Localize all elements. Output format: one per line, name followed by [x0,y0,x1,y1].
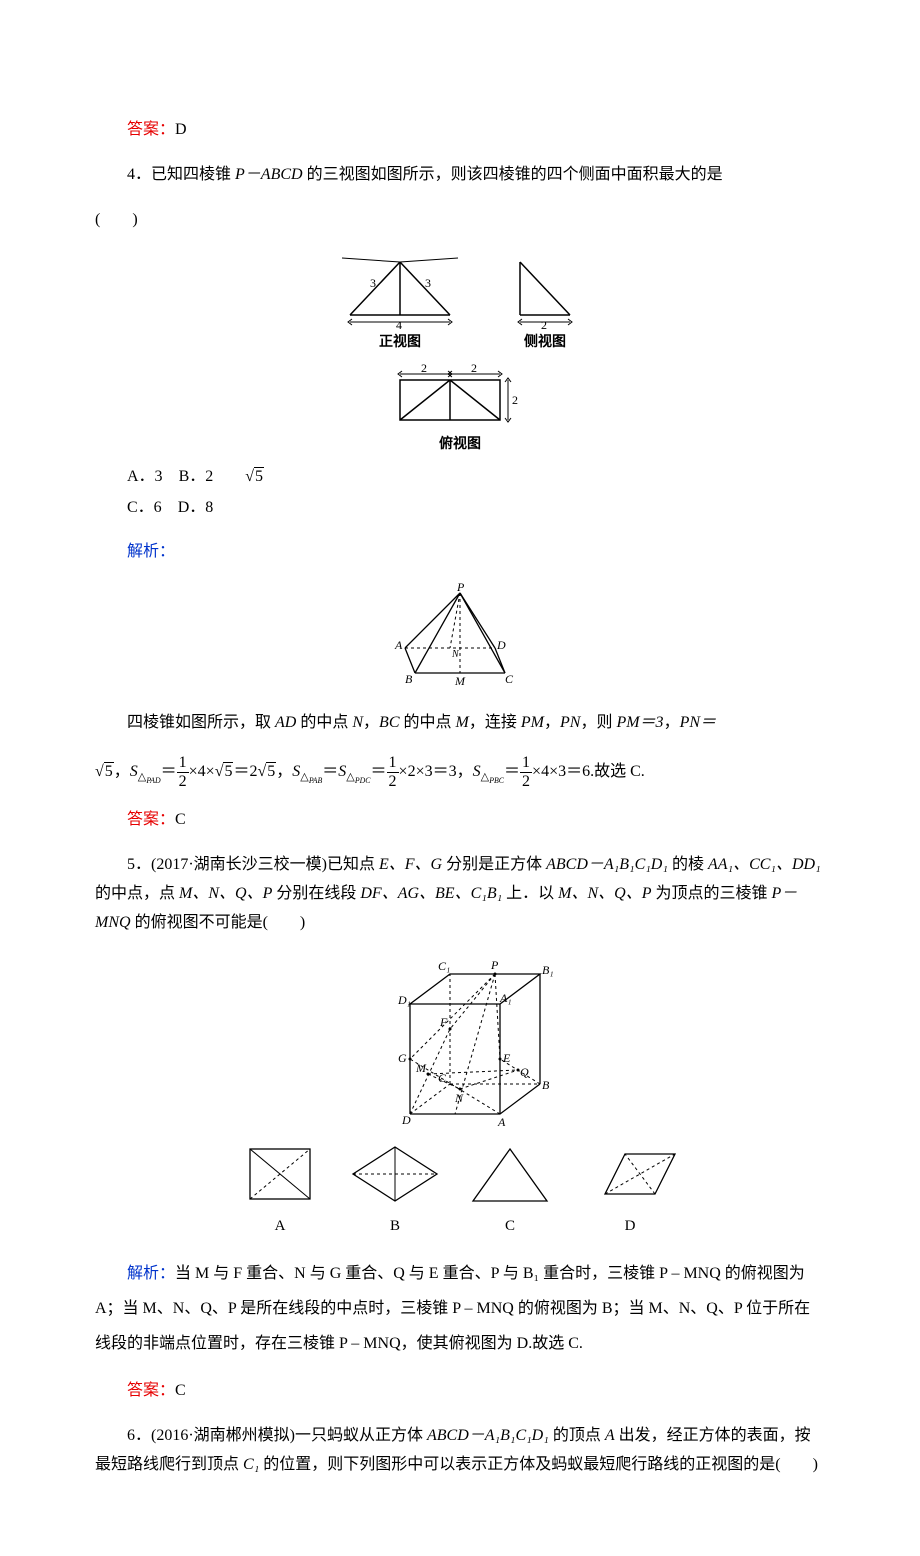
q4-stem-prefix: 4．已知四棱锥 [127,166,235,183]
q5-choice-D: D [575,1139,685,1240]
page: 答案：D 4．已知四棱锥 P－ABCD 的三视图如图所示，则该四棱锥的四个侧面中… [0,0,920,1556]
pyramid-svg: P A D B C M N [375,583,545,693]
q5-choice-C: C [465,1139,555,1240]
answer-label: 答案： [127,121,175,138]
q4-solid: P－ABCD [235,166,303,183]
q4-paren-text: ( ) [95,211,138,228]
svg-text:G: G [398,1051,407,1065]
choice-C-svg [465,1139,555,1209]
svg-text:C₁: C₁ [438,959,450,973]
choice-label: C [505,1213,515,1240]
front-view-label: 正视图 [379,330,421,355]
q4-opt-B: B．2 [179,468,214,485]
q4-formula: 5，S△PAD＝12×4×5＝25，S△PAB＝S△PDC＝12×2×3＝3，S… [95,754,825,790]
choice-D-svg [575,1139,685,1209]
svg-text:3: 3 [425,276,431,290]
sqrt-icon: 5 [213,463,264,492]
svg-text:M: M [415,1061,427,1075]
cube-svg: D A B C D₁ A₁ B₁ C₁ G E F P M N Q [350,954,570,1129]
q5-choice-B: B [345,1139,445,1240]
svg-text:M: M [454,674,466,688]
q4-options-1: A．3 B．25 [95,463,825,492]
svg-text:2: 2 [421,362,427,375]
q4-opt-A: A．3 [127,468,163,485]
svg-text:F: F [439,1015,448,1029]
svg-text:B: B [542,1078,550,1092]
q4-explain-label: 解析： [95,538,825,567]
q5-solution: 解析：当 M 与 F 重合、N 与 G 重合、Q 与 E 重合、P 与 B₁ 重… [95,1256,825,1362]
top-view-label: 俯视图 [439,432,481,457]
svg-text:A: A [497,1115,506,1129]
q5-choice-A: A [235,1139,325,1240]
q5-cube-figure: D A B C D₁ A₁ B₁ C₁ G E F P M N Q [95,954,825,1129]
sqrt-icon: 5 [257,754,276,789]
svg-text:A: A [394,638,403,652]
answer-value: C [175,811,186,828]
q4-side-view: 2 侧视图 [500,250,590,355]
svg-text:C: C [438,1071,447,1085]
svg-text:Q: Q [520,1065,529,1079]
q3-answer: 答案：D [95,116,825,145]
svg-text:P: P [490,958,499,972]
q5-sol-text: 当 M 与 F 重合、N 与 G 重合、Q 与 E 重合、P 与 B₁ 重合时，… [95,1265,810,1352]
svg-text:C: C [505,672,514,686]
svg-text:D: D [496,638,506,652]
front-view-svg: 3 3 4 [330,250,470,330]
sqrt-icon: 5 [95,754,114,789]
svg-text:B: B [405,672,413,686]
q4-opt-D: D．8 [178,499,214,516]
choice-label: D [625,1213,636,1240]
q4-options-2: C．6 D．8 [95,494,825,523]
q4-front-view: 3 3 4 正视图 [330,250,470,355]
choice-B-svg [345,1139,445,1209]
svg-text:A₁: A₁ [499,991,512,1005]
svg-text:2: 2 [512,393,518,407]
q4-answer: 答案：C [95,806,825,835]
explain-label: 解析： [127,543,175,560]
answer-label: 答案： [127,811,175,828]
answer-value: C [175,1382,186,1399]
svg-text:4: 4 [396,318,402,330]
svg-text:D: D [401,1113,411,1127]
svg-text:N: N [451,649,460,660]
q4-stem: 4．已知四棱锥 P－ABCD 的三视图如图所示，则该四棱锥的四个侧面中面积最大的… [95,161,825,190]
choice-label: A [275,1213,286,1240]
q5-stem: 5．(2017·湖南长沙三校一模)已知点 E、F、G 分别是正方体 ABCD－A… [95,851,825,937]
explain-label: 解析： [127,1265,175,1282]
q4-sol-line1: 四棱锥如图所示，取 AD 的中点 N，BC 的中点 M，连接 PM，PN，则 P… [95,709,825,738]
answer-value: D [175,121,187,138]
choice-A-svg [235,1139,325,1209]
svg-text:P: P [456,583,465,594]
svg-text:B₁: B₁ [542,963,554,977]
svg-text:D₁: D₁ [397,993,411,1007]
q4-top-view: 2 2 2 俯视图 [380,362,540,457]
q4-paren: ( ) [95,206,825,235]
q6-stem: 6．(2016·湖南郴州模拟)一只蚂蚁从正方体 ABCD－A₁B₁C₁D₁ 的顶… [95,1422,825,1480]
q5-answer: 答案：C [95,1377,825,1406]
svg-text:2: 2 [471,362,477,375]
q4-stem-mid: 的三视图如图所示，则该四棱锥的四个侧面中面积最大的是 [303,166,723,183]
sqrt-icon: 5 [215,754,234,789]
side-view-svg: 2 [500,250,590,330]
q4-opt-C: C．6 [127,499,162,516]
svg-text:3: 3 [370,276,376,290]
svg-text:E: E [502,1051,511,1065]
answer-label: 答案： [127,1382,175,1399]
svg-text:2: 2 [541,318,547,330]
svg-text:N: N [454,1091,464,1105]
q4-pyramid: P A D B C M N [95,583,825,693]
q5-choices: A B C D [95,1139,825,1240]
top-view-svg: 2 2 2 [380,362,540,432]
side-view-label: 侧视图 [524,330,566,355]
choice-label: B [390,1213,400,1240]
q4-views-row2: 2 2 2 俯视图 [95,362,825,457]
q4-views-row1: 3 3 4 正视图 2 侧视图 [95,250,825,355]
